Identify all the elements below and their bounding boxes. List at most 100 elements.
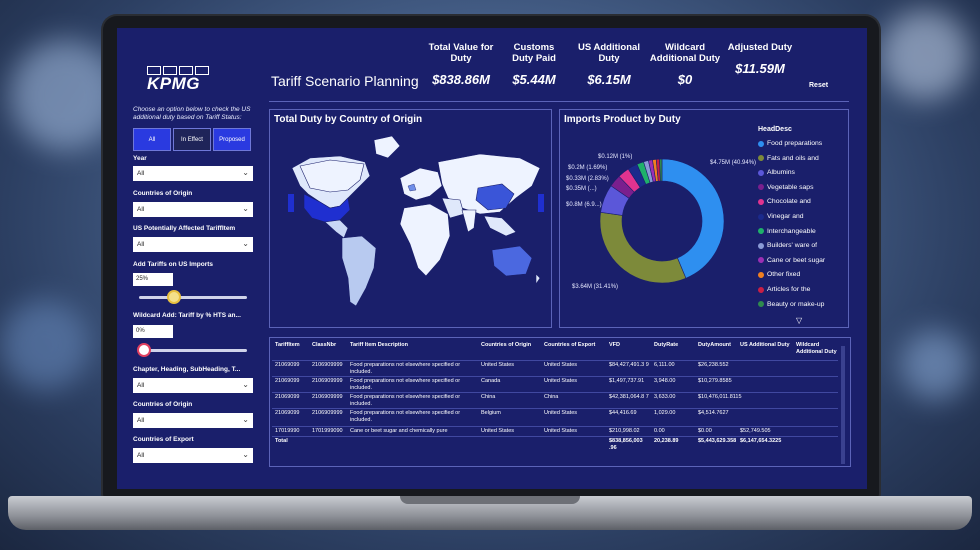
map-edge-marker — [288, 194, 294, 212]
reset-button[interactable]: Reset — [809, 82, 829, 89]
donut-slice[interactable] — [599, 211, 687, 284]
donut-label-small: $0.8M (6.9...) — [566, 202, 602, 208]
countries-origin-select[interactable]: All ⌄ — [133, 202, 253, 217]
kpi-label: US Additional Duty — [578, 42, 640, 64]
map-panel: Total Duty by Country of Origin — [269, 109, 552, 328]
legend-item[interactable]: Fats and oils and — [758, 155, 819, 162]
map-canada — [299, 159, 365, 193]
map-china — [475, 183, 515, 211]
table-cell: 6,111.00 — [654, 362, 675, 368]
donut-slice[interactable] — [659, 158, 663, 182]
kpi-us-additional-duty: US Additional Duty $6.15M — [570, 42, 648, 87]
map-europe — [399, 167, 443, 201]
status-all-button[interactable]: All — [133, 128, 171, 151]
countries-export-select[interactable]: All ⌄ — [133, 448, 253, 463]
header-divider — [269, 101, 849, 102]
table-header-cell[interactable]: DutyRate — [654, 342, 679, 348]
add-tariffs-input[interactable]: 25% — [133, 273, 173, 286]
donut-label-big: $4.75M (40.94%) — [710, 160, 757, 166]
legend-item[interactable]: Builders' ware of — [758, 242, 817, 249]
countries-origin2-select[interactable]: All ⌄ — [133, 413, 253, 428]
chapter-select[interactable]: All ⌄ — [133, 378, 253, 393]
table-header-cell[interactable]: Countries of Origin — [481, 342, 532, 348]
table-scrollbar[interactable] — [841, 346, 845, 464]
map-india — [461, 209, 477, 233]
legend-label: Cane or beet sugar — [767, 256, 826, 264]
legend-item[interactable]: Articles for the — [758, 286, 810, 293]
legend-item[interactable]: Food preparations — [758, 140, 822, 147]
legend-label: Vegetable saps — [767, 183, 814, 191]
year-select-value: All — [137, 170, 145, 177]
year-label: Year — [133, 155, 147, 162]
table-cell: 1701999090 — [312, 428, 343, 434]
legend-scroll-down-icon[interactable]: ▽ — [796, 316, 803, 325]
world-map[interactable] — [270, 128, 551, 328]
table-header-cell[interactable]: TariffItem — [275, 342, 300, 348]
table-header-cell[interactable]: Countries of Export — [544, 342, 596, 348]
table-header-cell[interactable]: ClassNbr — [312, 342, 337, 348]
status-in-effect-button[interactable]: In Effect — [173, 128, 211, 151]
countries-origin-label: Countries of Origin — [133, 190, 193, 197]
legend-item[interactable]: Albumins — [758, 169, 795, 176]
table-total-cell: Total — [275, 438, 288, 444]
table-header-cell[interactable]: US Additional Duty — [740, 342, 790, 348]
kpi-value: $0 — [677, 72, 693, 87]
table-header-cell[interactable]: VFD — [609, 342, 620, 348]
legend-label: Fats and oils and — [767, 154, 819, 162]
chapter-select-value: All — [137, 382, 145, 389]
legend-item[interactable]: Other fixed — [758, 271, 800, 278]
map-africa — [399, 203, 451, 277]
legend-swatch — [758, 169, 764, 176]
status-button-group: All In Effect Proposed — [133, 128, 251, 151]
affected-tariff-select[interactable]: All ⌄ — [133, 237, 253, 252]
table-cell: Food preparations not elsewhere specifie… — [350, 410, 461, 423]
table-cell: United States — [481, 362, 515, 368]
kpi-customs-duty-paid: Customs Duty Paid $5.44M — [502, 42, 566, 87]
wildcard-input[interactable]: 0% — [133, 325, 173, 338]
countries-origin2-label: Countries of Origin — [133, 401, 193, 408]
page-title: Tariff Scenario Planning — [271, 73, 419, 89]
legend-label: Interchangeable — [767, 227, 816, 235]
chevron-down-icon: ⌄ — [242, 450, 249, 459]
wildcard-slider[interactable] — [137, 343, 247, 357]
donut-label-second: $3.64M (31.41%) — [572, 284, 619, 290]
legend-item[interactable]: Vegetable saps — [758, 184, 813, 191]
legend-label: Other fixed — [767, 271, 801, 279]
slider-handle[interactable] — [137, 343, 151, 357]
table-cell: United States — [544, 378, 578, 384]
background-bokeh — [880, 10, 970, 100]
add-tariffs-slider[interactable] — [139, 290, 247, 304]
table-cell: $0.00 — [698, 428, 712, 434]
legend-title: HeadDesc — [758, 126, 792, 133]
donut-label-small: $0.33M (2.83%) — [566, 176, 609, 182]
table-header-cell[interactable]: Tariff Item Description — [350, 342, 408, 348]
countries-export-label: Countries of Export — [133, 436, 194, 443]
table-header-cell[interactable]: DutyAmount — [698, 342, 731, 348]
table-header-cell[interactable]: Wildcard Additional Duty — [796, 342, 837, 355]
background-bokeh — [0, 300, 90, 390]
legend-item[interactable]: Interchangeable — [758, 228, 816, 235]
map-edge-marker — [538, 194, 544, 212]
donut-slice[interactable] — [661, 158, 725, 279]
legend-label: Vinegar and — [767, 213, 804, 220]
donut-label-small: $0.35M (...) — [566, 186, 597, 192]
table-cell: 1,029.00 — [654, 410, 676, 416]
chevron-down-icon: ⌄ — [242, 204, 249, 213]
affected-tariff-label: US Potentially Affected TariffItem — [133, 225, 236, 232]
legend-item[interactable]: Vinegar and — [758, 213, 804, 220]
table-cell: Food preparations not elsewhere specifie… — [350, 378, 461, 391]
donut-chart[interactable] — [560, 126, 750, 326]
status-proposed-button[interactable]: Proposed — [213, 128, 251, 151]
slider-handle[interactable] — [167, 290, 182, 304]
kpi-total-value-for-duty: Total Value for Duty $838.86M — [425, 42, 497, 87]
legend-item[interactable]: Beauty or make-up — [758, 301, 824, 308]
chevron-down-icon: ⌄ — [242, 239, 249, 248]
countries-origin-select-value: All — [137, 206, 145, 213]
legend-item[interactable]: Cane or beet sugar — [758, 257, 825, 264]
year-select[interactable]: All ⌄ — [133, 166, 253, 181]
legend-swatch — [758, 213, 764, 220]
kpi-value: $6.15M — [587, 72, 631, 87]
table-cell: 21069099 — [275, 410, 300, 416]
legend-item[interactable]: Chocolate and — [758, 198, 811, 205]
table-cell: $52,749.505 — [740, 428, 771, 434]
